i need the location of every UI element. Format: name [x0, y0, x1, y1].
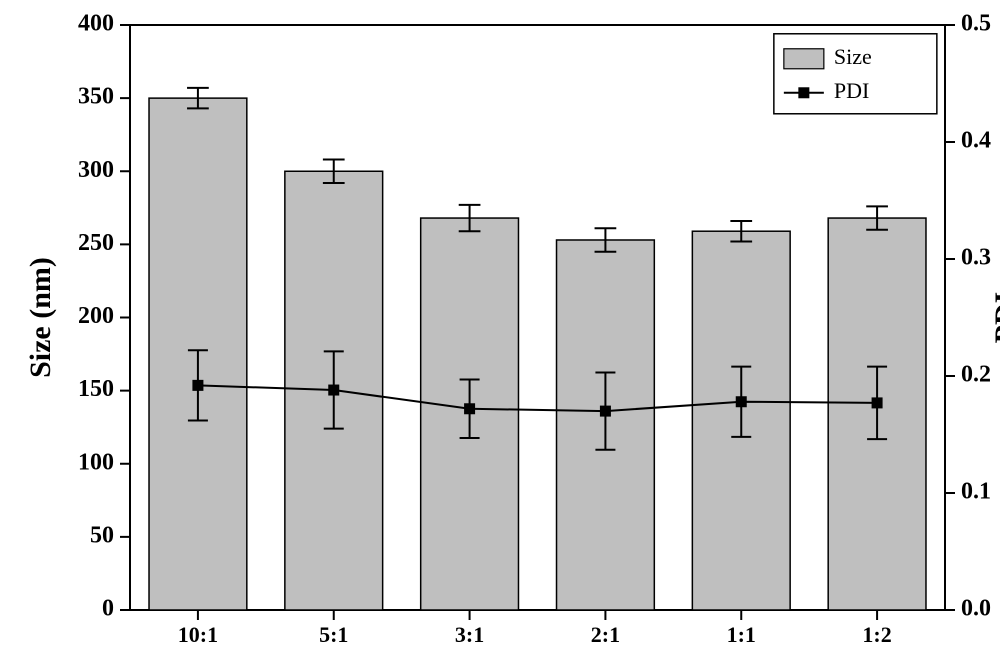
svg-text:250: 250	[78, 230, 114, 256]
svg-text:300: 300	[78, 157, 114, 183]
svg-text:50: 50	[90, 522, 114, 548]
svg-text:0.2: 0.2	[961, 362, 991, 388]
svg-text:1:1: 1:1	[727, 622, 756, 647]
svg-text:400: 400	[78, 11, 114, 37]
svg-text:0.3: 0.3	[961, 245, 991, 271]
svg-text:350: 350	[78, 84, 114, 110]
pdi-marker	[600, 406, 611, 417]
pdi-marker	[328, 385, 339, 396]
svg-text:Size (nm): Size (nm)	[24, 257, 57, 378]
svg-text:2:1: 2:1	[591, 622, 620, 647]
svg-text:3:1: 3:1	[455, 622, 484, 647]
pdi-marker	[736, 396, 747, 407]
pdi-marker	[872, 397, 883, 408]
svg-text:1:2: 1:2	[862, 622, 891, 647]
svg-text:0.1: 0.1	[961, 479, 991, 505]
pdi-marker	[192, 380, 203, 391]
legend-marker-pdi	[798, 87, 809, 98]
legend-label-size: Size	[834, 44, 872, 69]
svg-text:0.4: 0.4	[961, 128, 991, 154]
pdi-marker	[464, 403, 475, 414]
chart-svg: 0 50 100 150 200 250 300 350 400 Size (nm) 0.0 0.1 0…	[0, 0, 1000, 663]
legend-label-pdi: PDI	[834, 78, 869, 103]
svg-text:200: 200	[78, 303, 114, 329]
svg-text:100: 100	[78, 449, 114, 475]
svg-text:150: 150	[78, 376, 114, 402]
svg-text:5:1: 5:1	[319, 622, 348, 647]
svg-text:PDI: PDI	[989, 292, 1000, 344]
svg-text:10:1: 10:1	[178, 622, 218, 647]
svg-text:0.5: 0.5	[961, 11, 991, 37]
legend-swatch-size	[784, 49, 824, 69]
dual-axis-bar-line-chart: 0 50 100 150 200 250 300 350 400 Size (nm) 0.0 0.1 0…	[0, 0, 1000, 663]
svg-text:0: 0	[102, 596, 114, 622]
svg-text:0.0: 0.0	[961, 596, 991, 622]
